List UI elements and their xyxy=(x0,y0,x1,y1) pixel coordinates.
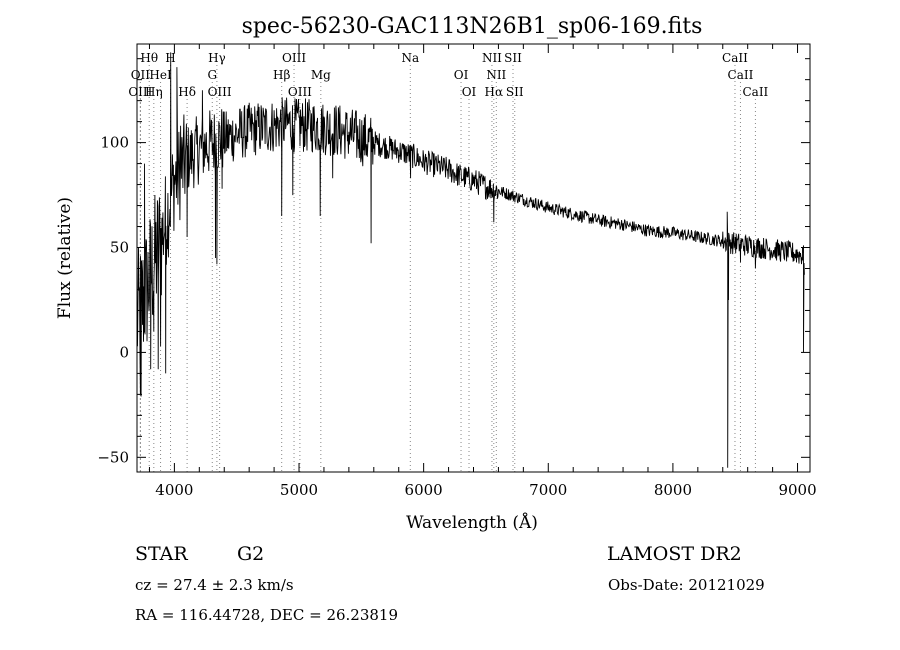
line-label: HeI xyxy=(149,68,172,82)
line-label: OII xyxy=(131,68,151,82)
line-label: OIII xyxy=(208,85,232,99)
line-label: OI xyxy=(462,85,477,99)
line-label: SII xyxy=(504,51,522,65)
x-tick-label: 8000 xyxy=(654,481,692,499)
line-label: Hδ xyxy=(178,85,196,99)
x-tick-label: 5000 xyxy=(280,481,318,499)
y-tick-label: 100 xyxy=(100,134,129,152)
line-label: Hη xyxy=(145,85,163,99)
line-label: NII xyxy=(482,51,502,65)
line-label: OIII xyxy=(288,85,312,99)
line-label: G xyxy=(207,68,217,82)
line-label: Hγ xyxy=(208,51,226,65)
survey-name: LAMOST DR2 xyxy=(607,543,742,565)
x-tick-label: 4000 xyxy=(155,481,193,499)
y-tick-label: 0 xyxy=(119,343,129,361)
line-label: SII xyxy=(506,85,524,99)
subclass: G2 xyxy=(237,543,264,565)
object-class: STAR xyxy=(135,543,188,565)
line-label: OIII xyxy=(282,51,306,65)
line-label: OIII xyxy=(128,85,152,99)
coordinates-text: RA = 116.44728, DEC = 26.23819 xyxy=(135,606,398,624)
obs-date-text: Obs-Date: 20121029 xyxy=(608,576,765,594)
y-axis-label: Flux (relative) xyxy=(55,197,75,319)
redshift-text: cz = 27.4 ± 2.3 km/s xyxy=(135,576,294,594)
y-axis: −50 0 50 100 xyxy=(97,58,810,466)
x-tick-label: 7000 xyxy=(529,481,567,499)
y-tick-label: 50 xyxy=(110,239,129,257)
chart-title: spec-56230-GAC113N26B1_sp06-169.fits xyxy=(242,14,703,39)
x-tick-label: 9000 xyxy=(778,481,816,499)
spectrum-line xyxy=(136,52,805,468)
x-tick-label: 6000 xyxy=(405,481,443,499)
line-label: CaII xyxy=(722,51,748,65)
line-label: Mg xyxy=(311,68,331,82)
line-label: Na xyxy=(401,51,419,65)
plot-frame xyxy=(136,43,811,473)
line-label: Hθ xyxy=(140,51,158,65)
line-label: OI xyxy=(454,68,469,82)
line-label: Hα xyxy=(485,85,504,99)
x-axis-label: Wavelength (Å) xyxy=(406,512,538,533)
line-label: CaII xyxy=(742,85,768,99)
x-axis: 4000 5000 6000 7000 8000 9000 xyxy=(148,44,817,499)
spectrum-trace xyxy=(136,52,805,468)
y-tick-label: −50 xyxy=(97,448,129,466)
line-label: Hβ xyxy=(273,68,290,82)
line-label: NII xyxy=(486,68,506,82)
line-label: CaII xyxy=(728,68,754,82)
